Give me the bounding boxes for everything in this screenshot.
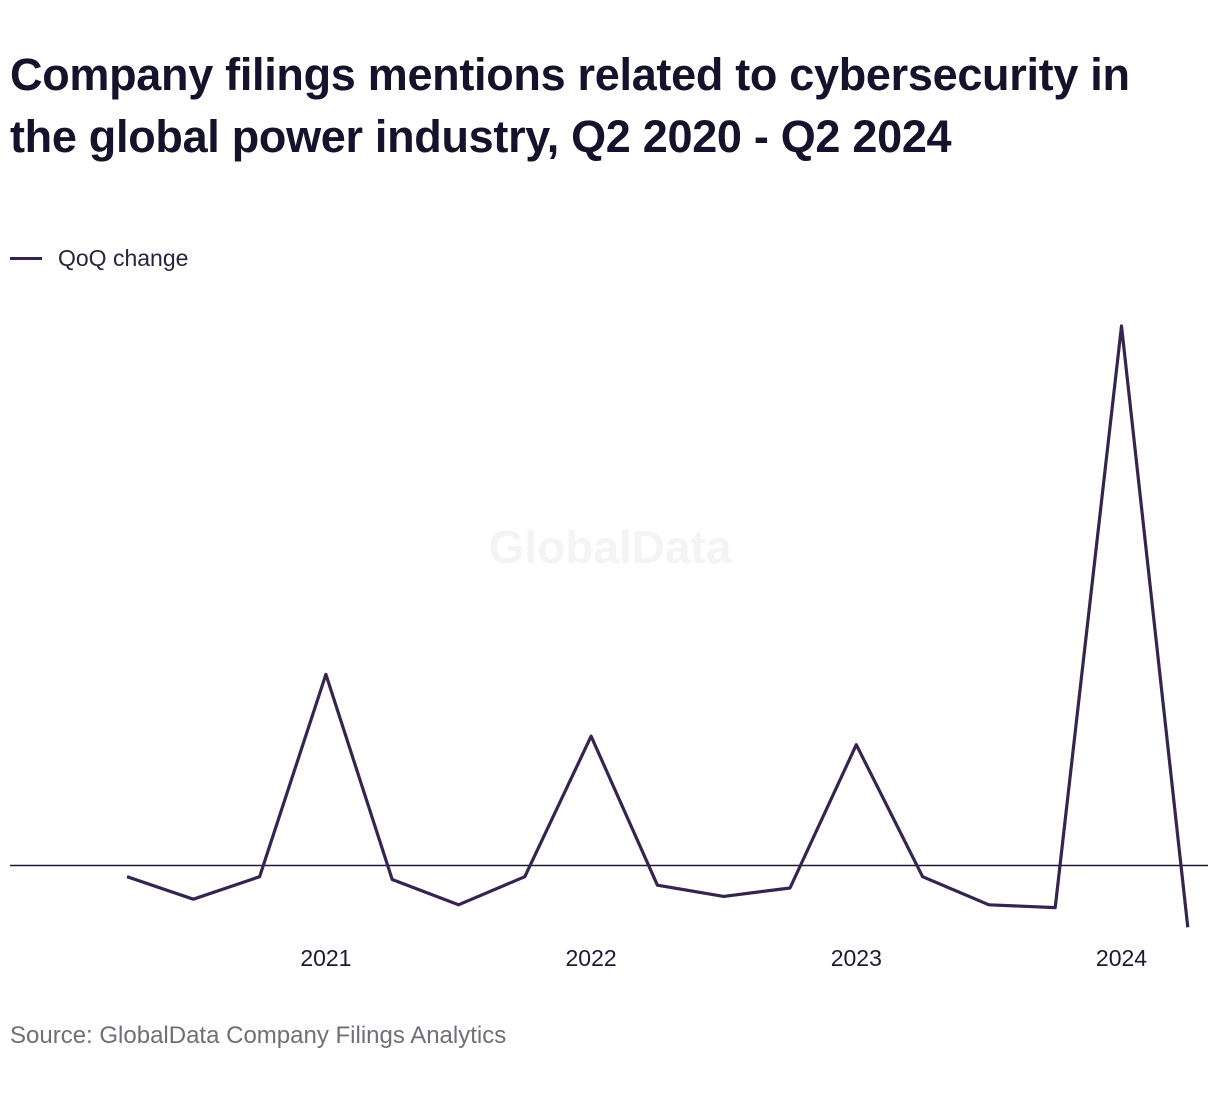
- legend-label: QoQ change: [58, 244, 189, 271]
- legend-swatch: [10, 256, 42, 260]
- legend: QoQ change: [10, 242, 188, 274]
- x-axis-ticks: 2021 2022 2023 2024: [300, 945, 1147, 971]
- x-tick-label-2024: 2024: [1096, 945, 1147, 971]
- x-tick-label-2023: 2023: [831, 945, 882, 971]
- series-line-qoq-change: [126, 324, 1190, 928]
- x-tick-label-2021: 2021: [300, 945, 351, 971]
- source-note: Source: GlobalData Company Filings Analy…: [10, 1022, 507, 1049]
- watermark: GlobalData: [488, 521, 732, 573]
- x-tick-label-2022: 2022: [566, 945, 617, 971]
- chart-title: Company filings mentions related to cybe…: [10, 49, 1130, 162]
